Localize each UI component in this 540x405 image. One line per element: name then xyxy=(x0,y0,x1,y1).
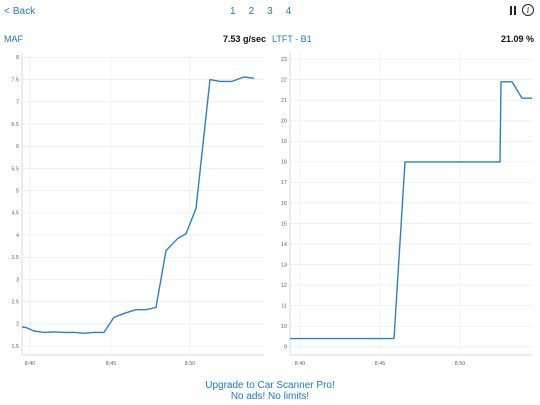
upgrade-promo[interactable]: Upgrade to Car Scanner Pro! No ads! No l… xyxy=(0,380,540,402)
y-tick-label: 11 xyxy=(281,303,287,309)
x-tick-label: 8:50 xyxy=(185,361,196,367)
gauge-1-label[interactable]: MAF xyxy=(4,34,23,44)
y-tick-label: 8 xyxy=(16,55,19,61)
page-4-button[interactable]: 4 xyxy=(285,6,292,17)
series-line xyxy=(290,81,532,340)
y-tick-label: 17 xyxy=(281,180,287,186)
top-bar: < Back 1 2 3 4 i xyxy=(0,0,540,26)
back-label: Back xyxy=(12,6,36,17)
y-tick-label: 15 xyxy=(281,221,287,227)
y-tick-label: 16 xyxy=(281,201,287,207)
ltft-chart[interactable]: 9 10 11 12 13 14 15 16 17 18 19 20 21 22 23 8:40 8:45 8:5… xyxy=(270,50,540,375)
y-tick-label: 19 xyxy=(281,139,287,145)
y-tick-label: 12 xyxy=(281,283,287,289)
page-3-button[interactable]: 3 xyxy=(267,6,273,17)
y-tick-label: 6 xyxy=(16,144,19,150)
y-tick-label: 5 xyxy=(16,188,19,194)
y-tick-label: 2 xyxy=(16,322,19,328)
y-tick-label: 4.5 xyxy=(11,211,19,217)
info-icon[interactable]: i xyxy=(522,4,534,16)
y-tick-label: 6.5 xyxy=(11,122,19,128)
y-tick-label: 7 xyxy=(16,100,19,106)
page-selector: 1 2 3 4 xyxy=(230,6,291,17)
page-1-button[interactable]: 1 xyxy=(230,6,236,17)
y-tick-label: 9 xyxy=(284,345,287,351)
gauge-1-label-wrap: MAF xyxy=(4,34,23,44)
gauge-1-value: 7.53 g/sec xyxy=(222,34,266,44)
y-tick-label: 21 xyxy=(281,98,287,104)
y-tick-label: 18 xyxy=(281,160,287,166)
y-tick-label: 10 xyxy=(281,324,287,330)
y-tick-label: 5.5 xyxy=(11,166,19,172)
gauge-2-label[interactable]: LTFT - B1 xyxy=(272,34,312,44)
y-tick-label: 7.5 xyxy=(11,77,19,83)
y-tick-label: 20 xyxy=(281,119,287,125)
gauge-2-label-wrap: LTFT - B1 xyxy=(272,34,312,44)
y-tick-label: 23 xyxy=(281,57,287,63)
gauge-2-value-wrap: 21.09 % xyxy=(501,34,534,44)
page-2-button[interactable]: 2 xyxy=(248,6,255,17)
y-tick-label: 3 xyxy=(16,277,19,283)
y-tick-label: 3.5 xyxy=(11,255,19,261)
back-button[interactable]: < Back xyxy=(4,6,35,17)
x-tick-label: 8:40 xyxy=(295,361,306,367)
gauge-2-value: 21.09 % xyxy=(500,34,534,44)
gauge-1-value-wrap: 7.53 g/sec xyxy=(223,34,266,44)
y-tick-label: 2.5 xyxy=(11,300,19,306)
maf-chart[interactable]: 1.5 2 2.5 3 3.5 4 4.5 5 5.5 6 6.5 7 7.5 8 8:40 8:45 8:50 xyxy=(0,50,270,375)
promo-line-1: Upgrade to Car Scanner Pro! xyxy=(205,380,335,391)
y-tick-label: 14 xyxy=(281,242,287,248)
x-tick-label: 8:50 xyxy=(455,361,466,367)
y-tick-label: 13 xyxy=(281,262,287,268)
y-tick-label: 4 xyxy=(16,233,19,239)
series-line xyxy=(21,76,255,334)
y-tick-label: 22 xyxy=(281,78,287,84)
x-tick-label: 8:40 xyxy=(25,361,36,367)
chevron-left-icon: < xyxy=(4,6,10,17)
x-tick-label: 8:45 xyxy=(375,361,386,367)
pause-icon[interactable] xyxy=(508,6,518,16)
y-tick-label: 1.5 xyxy=(11,344,19,350)
x-tick-label: 8:45 xyxy=(106,361,117,367)
promo-line-2: No ads! No limits! xyxy=(230,391,310,402)
